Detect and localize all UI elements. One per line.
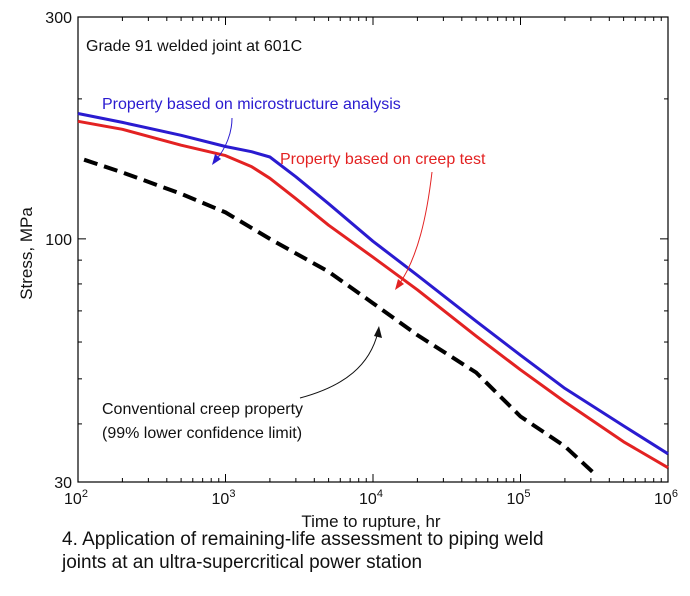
x-tick-label-exp: 5 bbox=[524, 488, 530, 500]
figure-caption: 4. Application of remaining-life assessm… bbox=[62, 528, 682, 574]
y-tick-label: 300 bbox=[45, 10, 72, 27]
chart-title: Grade 91 welded joint at 601C bbox=[86, 38, 302, 55]
y-axis-label: Stress, MPa bbox=[17, 207, 36, 300]
pointer-conventional bbox=[299, 331, 379, 399]
annotation-conventional-line2: (99% lower confidence limit) bbox=[102, 425, 302, 442]
arrowhead-conventional bbox=[374, 326, 382, 338]
x-tick-label: 104 bbox=[359, 488, 383, 508]
x-tick-label: 103 bbox=[212, 488, 236, 508]
pointer-creep-test bbox=[397, 171, 433, 287]
x-tick-label-exp: 2 bbox=[82, 488, 88, 500]
x-tick-label-base: 10 bbox=[507, 491, 525, 508]
annotation-creep-test: Property based on creep test bbox=[280, 151, 486, 168]
y-tick-label: 30 bbox=[54, 475, 72, 492]
y-tick-label: 100 bbox=[45, 232, 72, 249]
series-line-2 bbox=[83, 157, 599, 478]
arrowhead-creep-test bbox=[395, 279, 404, 290]
annotation-conventional: Conventional creep property bbox=[102, 401, 303, 418]
x-tick-label: 106 bbox=[654, 488, 678, 508]
x-tick-label-exp: 6 bbox=[672, 488, 678, 500]
series-layer bbox=[77, 112, 669, 478]
x-tick-label-exp: 3 bbox=[229, 488, 235, 500]
x-axis-label: Time to rupture, hr bbox=[301, 512, 441, 531]
x-tick-label-base: 10 bbox=[654, 491, 672, 508]
x-tick-label-exp: 4 bbox=[377, 488, 383, 500]
caption-line-1: 4. Application of remaining-life assessm… bbox=[62, 529, 544, 550]
x-tick-label-base: 10 bbox=[64, 491, 82, 508]
x-tick-label-base: 10 bbox=[212, 491, 230, 508]
annotation-microstructure: Property based on microstructure analysi… bbox=[102, 96, 401, 113]
arrowhead-microstructure bbox=[212, 154, 221, 165]
x-tick-label-base: 10 bbox=[359, 491, 377, 508]
caption-line-2: joints at an ultra-supercritical power s… bbox=[62, 552, 423, 573]
x-tick-label: 105 bbox=[507, 488, 531, 508]
x-tick-label: 102 bbox=[64, 488, 88, 508]
annotations: Grade 91 welded joint at 601C Property b… bbox=[86, 38, 486, 442]
